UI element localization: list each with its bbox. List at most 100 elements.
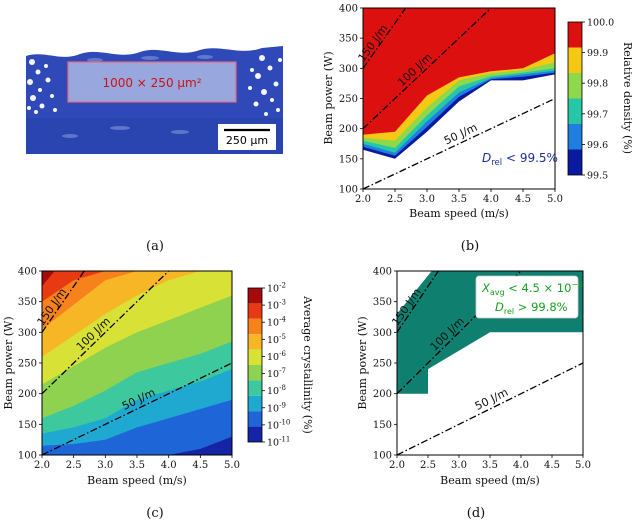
x-tick-label: 2.5	[66, 460, 82, 471]
y-tick-label: 300	[18, 328, 37, 339]
y-tick-label: 300	[373, 328, 392, 339]
colorbar-tick-label: 99.8	[587, 79, 608, 90]
annotation-d-line2: Drel > 99.8%	[495, 300, 568, 316]
contour-band	[42, 271, 232, 357]
colorbar-segment	[248, 365, 262, 381]
energy-line-100	[42, 271, 170, 395]
x-axis-label-d: Beam speed (m/s)	[440, 474, 540, 487]
x-tick-label: 5.0	[575, 460, 591, 471]
y-ticks-b: 100 150 200 250 300 350 400	[339, 4, 363, 196]
colorbar-tick-label: 10-4	[267, 316, 286, 329]
x-tick-label: 2.0	[389, 460, 405, 471]
annotation-d-line1: Xavg < 4.5 × 10−6	[481, 280, 583, 297]
x-tick-label: 5.0	[547, 194, 563, 205]
y-tick-label: 350	[339, 34, 358, 45]
x-tick-label: 3.5	[482, 460, 498, 471]
colorbar-segment	[248, 288, 262, 304]
y-tick-label: 150	[373, 420, 392, 431]
panel-a: 1000 × 250 μm² 250 μm (a)	[26, 42, 283, 254]
scale-bar-label: 250 μm	[226, 134, 268, 147]
energy-line-100	[397, 271, 522, 395]
colorbar-tick-label: 99.7	[587, 109, 608, 120]
colorbar-tick-label: 10-3	[267, 299, 286, 312]
y-ticks-d: 100 150 200 250 300 350 400	[373, 267, 397, 462]
colorbar-tick-label: 10-2	[267, 282, 286, 295]
y-tick-label: 150	[18, 420, 37, 431]
contour-band	[42, 271, 232, 330]
colorbar-tick-label: 10-5	[267, 333, 286, 346]
contour-band	[363, 8, 555, 135]
colorbar-tick-label: 10-8	[267, 384, 286, 397]
energy-line-150	[363, 8, 407, 69]
x-tick-label: 4.5	[515, 194, 531, 205]
x-tick-label: 3.0	[419, 194, 435, 205]
scale-bar-box	[218, 124, 276, 150]
colorbar-tick-label: 10-11	[267, 436, 290, 449]
colorbar-label-c: Average crystallinity (%)	[301, 295, 314, 434]
caption-c: (c)	[146, 506, 163, 521]
x-tick-label: 2.5	[420, 460, 436, 471]
colorbar-segment	[568, 47, 582, 73]
x-tick-label: 2.0	[34, 460, 50, 471]
energy-line-50	[397, 362, 583, 455]
x-tick-label: 5.0	[224, 460, 240, 471]
x-axis-label-c: Beam speed (m/s)	[87, 474, 187, 487]
colorbar-segment	[568, 22, 582, 48]
colorbar-tick-label: 10-9	[267, 401, 286, 414]
energy-line-50	[363, 97, 555, 189]
x-tick-label: 4.5	[544, 460, 560, 471]
energy-lines-b	[363, 8, 555, 189]
colorbar-segment	[568, 73, 582, 99]
x-axis-label-b: Beam speed (m/s)	[409, 207, 509, 220]
y-tick-label: 250	[339, 94, 358, 105]
energy-line-150	[42, 271, 86, 333]
caption-d: (d)	[467, 506, 485, 521]
x-ticks-b: 2.0 2.5 3.0 3.5 4.0 4.5 5.0	[355, 189, 563, 205]
y-axis-label-b: Beam power (W)	[322, 51, 335, 144]
caption-b: (b)	[461, 239, 479, 254]
x-tick-label: 2.5	[387, 194, 403, 205]
energy-line-150	[397, 271, 440, 333]
roi-box	[67, 61, 237, 103]
colorbar-segment	[248, 349, 262, 365]
y-tick-label: 350	[18, 297, 37, 308]
colorbar-segment	[248, 426, 262, 442]
colorbar-segment	[248, 334, 262, 350]
x-tick-label: 4.0	[513, 460, 529, 471]
energy-lines-c	[42, 271, 232, 455]
roi-label: 1000 × 250 μm²	[102, 76, 201, 90]
colorbar-tick-label: 10-7	[267, 367, 286, 380]
x-tick-label: 2.0	[355, 194, 371, 205]
y-tick-label: 200	[18, 389, 37, 400]
energy-lines-d	[397, 271, 583, 455]
x-tick-label: 4.0	[483, 194, 499, 205]
colorbar-segment	[568, 98, 582, 124]
colorbar-segment	[248, 411, 262, 427]
x-tick-label: 4.5	[192, 460, 208, 471]
y-tick-label: 200	[373, 389, 392, 400]
y-tick-label: 150	[339, 154, 358, 165]
y-tick-label: 250	[18, 359, 37, 370]
x-tick-label: 3.5	[129, 460, 145, 471]
energy-line-100	[363, 8, 492, 130]
caption-a: (a)	[146, 239, 164, 254]
colorbar-segment	[248, 303, 262, 319]
colorbar-label-b: Relative density (%)	[621, 42, 632, 154]
y-tick-label: 350	[373, 297, 392, 308]
annotation-box-d	[475, 275, 579, 319]
contour-bands-b	[363, 8, 555, 159]
colorbar-tick-label: 10-6	[267, 350, 286, 363]
colorbar-tick-label: 99.6	[587, 140, 608, 151]
y-tick-label: 200	[339, 124, 358, 135]
annotation-b: Drel < 99.5%	[482, 151, 558, 168]
colorbar-segment	[248, 395, 262, 412]
colorbar-frame	[567, 21, 583, 176]
x-tick-label: 3.5	[451, 194, 467, 205]
y-axis-label-d: Beam power (W)	[356, 316, 369, 409]
x-tick-label: 3.0	[97, 460, 113, 471]
y-ticks-c: 100 150 200 250 300 350 400	[18, 267, 42, 462]
colorbar-segment	[248, 380, 262, 396]
